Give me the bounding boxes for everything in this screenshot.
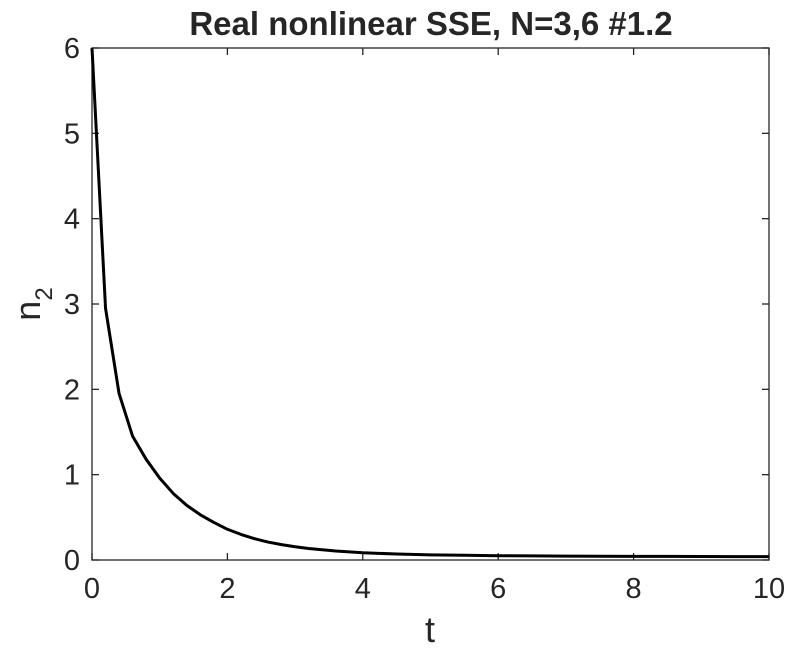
y-axis-label: n2 [7, 287, 58, 320]
plot-frame [91, 47, 770, 561]
plot-area: 0 1 2 3 4 5 6 0 2 4 6 8 10 [64, 33, 785, 605]
y-tick-label-5: 5 [64, 118, 80, 150]
y-tick-label-2: 2 [64, 374, 80, 406]
y-tick-label-6: 6 [64, 33, 80, 65]
x-tick-label-0: 0 [84, 573, 100, 605]
y-tick-label-3: 3 [64, 289, 80, 321]
series-line [90, 47, 769, 559]
y-tick-label-0: 0 [64, 545, 80, 577]
x-axis-ticks: 0 2 4 6 8 10 [84, 48, 785, 605]
x-tick-label-10: 10 [753, 573, 785, 605]
chart-title: Real nonlinear SSE, N=3,6 #1.2 [189, 5, 672, 42]
y-tick-label-4: 4 [64, 204, 80, 236]
x-tick-label-2: 2 [219, 573, 235, 605]
x-tick-label-8: 8 [626, 573, 642, 605]
x-tick-label-4: 4 [355, 573, 371, 605]
x-tick-label-6: 6 [490, 573, 506, 605]
x-axis-label: t [425, 609, 435, 648]
y-tick-label-1: 1 [64, 460, 80, 492]
y-axis-label-group: n2 [7, 287, 58, 320]
y-axis-label-main: n [7, 301, 48, 321]
y-axis-label-subscript: 2 [31, 287, 58, 300]
y-axis-ticks: 0 1 2 3 4 5 6 [64, 33, 769, 577]
